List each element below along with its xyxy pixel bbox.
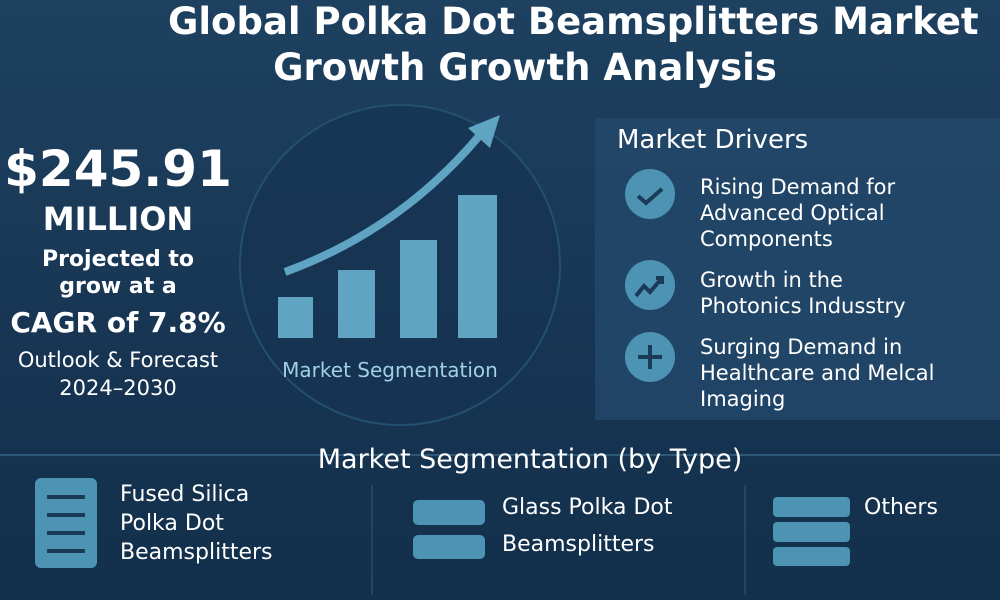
title: Global Polka Dot Beamsplitters Market [168, 0, 979, 43]
segment-text: Beamsplitters [120, 540, 273, 565]
segment-icons [35, 478, 850, 568]
driver-text: Imaging [700, 387, 786, 411]
driver-text: Surging Demand in [700, 335, 903, 359]
driver-text: Components [700, 227, 833, 251]
summary-text: Projected to [41, 247, 195, 272]
decorative-bars [278, 195, 497, 338]
title: Growth Growth Analysis [273, 46, 777, 89]
segment-text: Beamsplitters [502, 532, 655, 557]
headline-value: $245.91 [4, 140, 232, 198]
segment-text: Fused Silica [120, 482, 250, 507]
driver-text: Healthcare and Melcal [700, 361, 935, 385]
segment-text: Polka Dot [120, 511, 224, 536]
drivers-title: Market Drivers [617, 125, 809, 155]
globe-outline [239, 104, 561, 426]
driver-text: Advanced Optical [700, 201, 885, 225]
segment-text: Others [864, 495, 938, 520]
trend-arrow [283, 132, 484, 276]
chart-caption: Market Segmentation [282, 358, 498, 382]
segmentation-title: Market Segmentation (by Type) [317, 444, 743, 475]
arrow-head [468, 115, 500, 148]
icon-lines [47, 495, 85, 553]
driver-text: Rising Demand for [700, 175, 896, 199]
driver-text: Growth in the [700, 268, 843, 292]
segment-text: Glass Polka Dot [502, 495, 673, 520]
driver-text: Photonics Indusstry [700, 294, 906, 318]
summary-text: Outlook & Forecast [17, 348, 219, 372]
headline-unit: MILLION [42, 200, 194, 238]
summary-text: grow at a [59, 274, 177, 299]
summary-text: CAGR of 7.8% [10, 306, 226, 339]
driver-icons [625, 169, 675, 382]
summary-text: 2024–2030 [59, 376, 177, 400]
